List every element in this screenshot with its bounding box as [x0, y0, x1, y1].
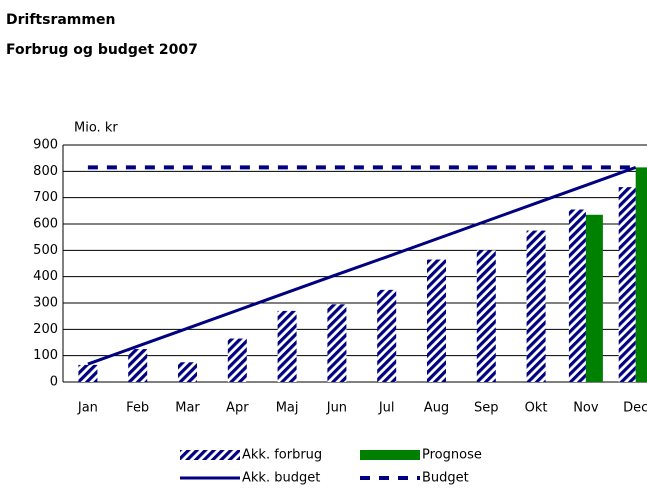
bar [78, 364, 98, 382]
x-tick-label: Maj [276, 401, 299, 416]
bar [377, 289, 397, 382]
legend-label: Prognose [422, 448, 482, 463]
y-tick-label: 100 [33, 348, 58, 363]
y-tick-label: 400 [33, 269, 58, 284]
chart-title: Driftsrammen [6, 12, 115, 28]
y-tick-label: 600 [33, 217, 58, 232]
bar [635, 167, 647, 382]
bar [227, 338, 247, 382]
x-tick-label: Okt [525, 401, 548, 416]
bar [427, 259, 446, 382]
bar [526, 230, 546, 382]
bar [277, 310, 297, 382]
y-tick-label: 900 [33, 138, 58, 153]
x-tick-label: Dec [623, 401, 647, 416]
chart-subtitle: Forbrug og budget 2007 [6, 42, 198, 58]
legend-swatch [180, 450, 240, 460]
bar [327, 304, 347, 382]
legend-label: Budget [422, 471, 469, 486]
bar [585, 214, 603, 382]
y-tick-label: 800 [33, 164, 58, 179]
legend-swatch [360, 450, 420, 460]
bar [618, 187, 636, 382]
bar [568, 209, 586, 382]
legend-label: Akk. forbrug [242, 448, 322, 463]
x-tick-label: Jul [378, 401, 395, 416]
x-tick-label: Aug [424, 401, 449, 416]
bar [476, 250, 496, 382]
x-tick-label: Mar [175, 401, 200, 416]
x-tick-label: Jun [326, 401, 347, 416]
y-tick-label: 0 [50, 375, 58, 390]
bar [128, 349, 148, 382]
x-tick-label: Jan [77, 401, 98, 416]
x-tick-label: Feb [126, 401, 149, 416]
x-tick-label: Nov [573, 401, 599, 416]
y-axis-label: Mio. kr [74, 121, 118, 136]
y-tick-label: 700 [33, 190, 58, 205]
y-tick-label: 200 [33, 322, 58, 337]
legend-label: Akk. budget [242, 471, 320, 486]
line [87, 165, 637, 366]
bar [178, 362, 197, 382]
x-tick-label: Sep [474, 401, 499, 416]
y-tick-label: 300 [33, 296, 58, 311]
x-tick-label: Apr [226, 401, 249, 416]
y-tick-label: 500 [33, 243, 58, 258]
